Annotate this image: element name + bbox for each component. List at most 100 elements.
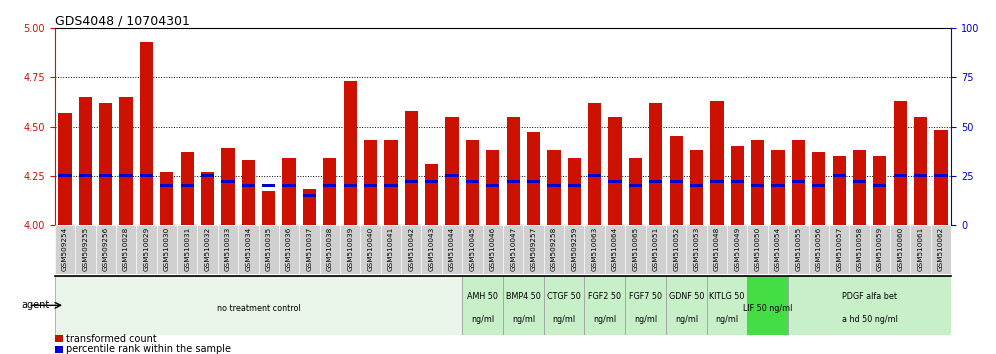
Text: GSM510058: GSM510058 bbox=[857, 226, 863, 270]
Bar bbox=[788, 276, 951, 335]
Bar bbox=[873, 184, 886, 187]
Text: ng/ml: ng/ml bbox=[594, 315, 617, 324]
Bar bbox=[242, 184, 255, 187]
Bar bbox=[609, 180, 622, 183]
Bar bbox=[649, 103, 662, 225]
Text: GSM510046: GSM510046 bbox=[490, 226, 496, 270]
Bar bbox=[283, 184, 296, 187]
Bar bbox=[914, 117, 927, 225]
Text: ng/ml: ng/ml bbox=[512, 315, 535, 324]
Text: KITLG 50: KITLG 50 bbox=[709, 292, 745, 301]
Bar bbox=[404, 180, 418, 183]
Text: GSM510031: GSM510031 bbox=[184, 226, 190, 270]
Bar bbox=[404, 111, 418, 225]
Bar bbox=[666, 276, 707, 335]
Bar bbox=[527, 180, 540, 183]
Bar bbox=[934, 174, 947, 177]
Bar bbox=[771, 150, 785, 225]
Text: GSM510059: GSM510059 bbox=[876, 226, 882, 270]
Text: GSM510052: GSM510052 bbox=[673, 226, 679, 270]
Bar bbox=[160, 172, 173, 225]
Text: GSM510048: GSM510048 bbox=[714, 226, 720, 270]
Bar bbox=[507, 180, 520, 183]
Text: a hd 50 ng/ml: a hd 50 ng/ml bbox=[842, 315, 897, 324]
Text: GSM510037: GSM510037 bbox=[307, 226, 313, 270]
Bar bbox=[401, 225, 421, 274]
Text: FGF2 50: FGF2 50 bbox=[589, 292, 622, 301]
Bar bbox=[262, 192, 275, 225]
Bar bbox=[890, 225, 910, 274]
Bar bbox=[425, 180, 438, 183]
Bar bbox=[893, 174, 907, 177]
Text: BMP4 50: BMP4 50 bbox=[506, 292, 541, 301]
Text: AMH 50: AMH 50 bbox=[467, 292, 498, 301]
Bar bbox=[120, 97, 132, 225]
Bar bbox=[503, 225, 523, 274]
Bar bbox=[853, 150, 867, 225]
Text: ng/ml: ng/ml bbox=[471, 315, 494, 324]
Bar bbox=[96, 225, 116, 274]
Bar bbox=[483, 225, 503, 274]
Bar bbox=[568, 158, 581, 225]
Bar bbox=[873, 156, 886, 225]
Bar bbox=[605, 225, 625, 274]
Bar bbox=[425, 164, 438, 225]
Text: ng/ml: ng/ml bbox=[553, 315, 576, 324]
Bar bbox=[221, 148, 235, 225]
Bar bbox=[486, 150, 499, 225]
Text: GSM510054: GSM510054 bbox=[775, 226, 781, 270]
Bar bbox=[136, 225, 156, 274]
Bar bbox=[380, 225, 401, 274]
Bar bbox=[462, 276, 503, 335]
Text: GSM510051: GSM510051 bbox=[652, 226, 658, 270]
Bar bbox=[686, 225, 707, 274]
Bar bbox=[690, 184, 703, 187]
Bar bbox=[669, 136, 683, 225]
Bar bbox=[934, 131, 947, 225]
Bar bbox=[361, 225, 380, 274]
Text: GSM509259: GSM509259 bbox=[572, 226, 578, 270]
Text: GSM510065: GSM510065 bbox=[632, 226, 638, 270]
Bar bbox=[710, 101, 723, 225]
Bar bbox=[344, 81, 357, 225]
Text: ng/ml: ng/ml bbox=[674, 315, 698, 324]
Bar bbox=[829, 225, 850, 274]
Text: PDGF alfa bet: PDGF alfa bet bbox=[843, 292, 897, 301]
Text: GSM510061: GSM510061 bbox=[917, 226, 923, 270]
Text: GSM510041: GSM510041 bbox=[387, 226, 394, 270]
Bar bbox=[568, 184, 581, 187]
Bar bbox=[710, 180, 723, 183]
Text: GSM510039: GSM510039 bbox=[348, 226, 354, 270]
Bar bbox=[79, 174, 92, 177]
Bar bbox=[792, 140, 805, 225]
Bar bbox=[384, 140, 397, 225]
Text: ng/ml: ng/ml bbox=[715, 315, 739, 324]
Text: GSM510043: GSM510043 bbox=[428, 226, 434, 270]
Bar bbox=[669, 180, 683, 183]
Bar bbox=[242, 160, 255, 225]
Text: GSM510030: GSM510030 bbox=[163, 226, 170, 270]
Bar bbox=[893, 101, 907, 225]
Bar bbox=[55, 335, 63, 342]
Bar bbox=[731, 180, 744, 183]
Text: GSM510062: GSM510062 bbox=[938, 226, 944, 270]
Bar bbox=[812, 184, 826, 187]
Bar bbox=[344, 184, 357, 187]
Bar bbox=[609, 117, 622, 225]
Bar bbox=[645, 225, 666, 274]
Text: GSM509256: GSM509256 bbox=[103, 226, 109, 270]
Text: GSM510045: GSM510045 bbox=[469, 226, 475, 270]
Bar bbox=[503, 276, 544, 335]
Bar bbox=[544, 225, 564, 274]
Bar bbox=[197, 225, 218, 274]
Bar bbox=[320, 225, 340, 274]
Text: GSM510064: GSM510064 bbox=[612, 226, 619, 270]
Text: GDS4048 / 10704301: GDS4048 / 10704301 bbox=[55, 14, 189, 27]
Bar bbox=[792, 180, 805, 183]
Bar bbox=[421, 225, 442, 274]
Bar bbox=[323, 184, 337, 187]
Bar bbox=[384, 184, 397, 187]
Bar bbox=[666, 225, 686, 274]
Bar bbox=[544, 276, 585, 335]
Bar bbox=[55, 346, 63, 353]
